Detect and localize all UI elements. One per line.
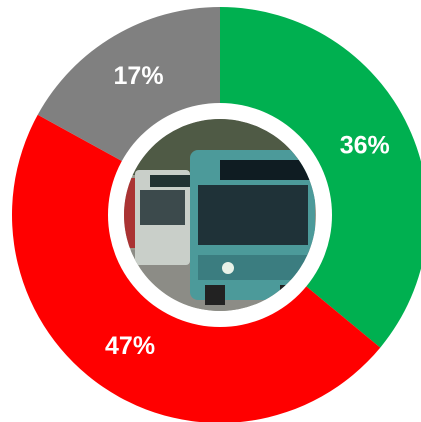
data-label: 47% xyxy=(105,332,155,360)
data-label: 17% xyxy=(114,62,164,90)
data-label: 36% xyxy=(340,131,390,159)
